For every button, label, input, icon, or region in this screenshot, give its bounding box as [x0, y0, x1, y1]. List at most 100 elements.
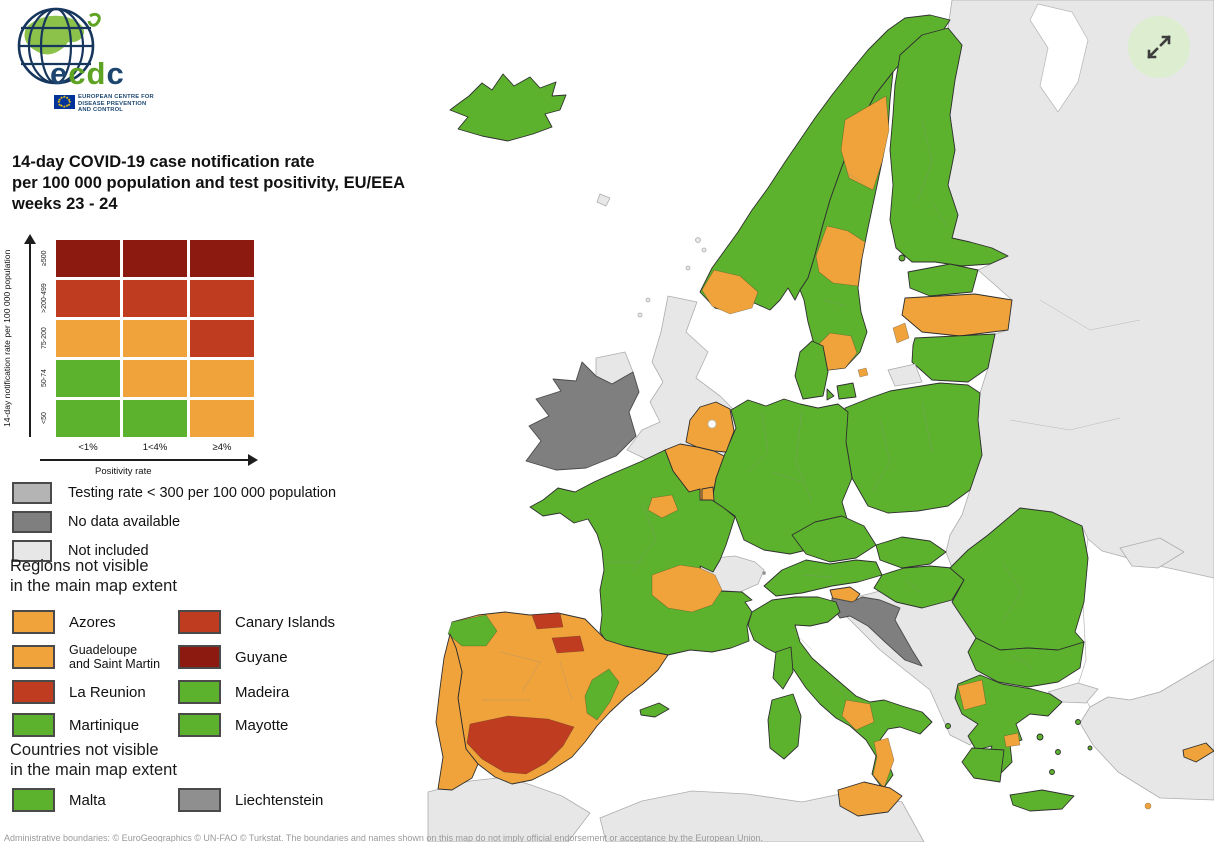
region-rhodes: [1144, 802, 1152, 810]
countries-not-visible-list: Malta Liechtenstein: [12, 788, 462, 812]
legend-label: Testing rate < 300 per 100 000 populatio…: [68, 485, 337, 501]
region-crete: [1009, 789, 1075, 812]
matrix-y-axis-label: 14-day notification rate per 100 000 pop…: [2, 249, 12, 428]
legend-item-guyane: Guyane: [178, 643, 462, 671]
matrix-cells: [56, 240, 254, 437]
status-legend: Testing rate < 300 per 100 000 populatio…: [12, 482, 336, 569]
legend-label: Martinique: [69, 716, 140, 734]
ecdc-globe-icon: [17, 7, 101, 85]
region-aland: [898, 254, 906, 262]
legend-swatch: [178, 788, 221, 812]
expand-button[interactable]: [1128, 16, 1190, 78]
region-france-ile-de-france: [647, 494, 679, 519]
matrix-row-label: >200-499: [41, 283, 48, 314]
legend-label: Canary Islands: [235, 613, 336, 631]
scottish-isles: [637, 237, 707, 318]
region-galicia: [447, 614, 498, 647]
legend-item-canary-islands: Canary Islands: [178, 610, 462, 634]
status-legend-row: No data available: [12, 511, 336, 533]
region-valencia: [584, 668, 620, 721]
countries-section-heading: Countries not visible in the main map ex…: [10, 741, 177, 779]
legend-swatch: [12, 645, 55, 669]
legend-swatch: [12, 788, 55, 812]
region-finland: [889, 27, 1009, 267]
legend-swatch: [178, 610, 221, 634]
legend-item-madeira: Madeira: [178, 680, 462, 704]
region-germany: [711, 398, 853, 555]
region-sweden-mid: [815, 225, 866, 287]
region-bulgaria: [967, 637, 1085, 688]
legend-swatch: [12, 540, 52, 562]
status-legend-row: Not included: [12, 540, 336, 562]
legend-label: Guyane: [235, 648, 288, 666]
region-north-africa-west: [427, 776, 591, 842]
region-estonia: [907, 263, 979, 297]
matrix-cell-darkred: [190, 240, 254, 277]
legend-item-guadeloupe: Guadeloupe and Saint Martin: [12, 643, 178, 671]
region-france-rhone-alpes: [651, 564, 723, 613]
region-crimea: [1119, 537, 1185, 569]
region-greece-epirus: [957, 679, 987, 711]
legend-label: No data available: [68, 514, 181, 530]
region-hungary: [873, 565, 965, 609]
white-sea: [1029, 3, 1089, 113]
matrix-row-label: <50: [41, 412, 48, 425]
region-sardinia: [767, 693, 802, 760]
region-balearic-islands: [639, 702, 670, 718]
region-cyprus: [1182, 742, 1214, 763]
legend-label: La Reunion: [69, 683, 146, 701]
eu-flag-icon: ★ ★ ★ ★ ★ ★ ★ ★ ★ ★ ★ ★: [54, 95, 75, 109]
legend-label: Liechtenstein: [235, 791, 324, 809]
ecdc-wordmark: ecdc: [50, 56, 125, 91]
region-ireland: [525, 361, 640, 471]
matrix-cell-red: [190, 280, 254, 317]
region-calabria: [872, 737, 895, 789]
legend-item-malta: Malta: [12, 788, 178, 812]
region-iceland: [449, 73, 567, 142]
matrix-row-label: 50-74: [41, 369, 48, 388]
legend-swatch: [178, 645, 221, 669]
region-gotland: [892, 322, 910, 344]
region-sweden-north: [840, 95, 890, 191]
matrix-cell-green: [56, 360, 120, 397]
map-attribution: Administrative boundaries: © EuroGeograp…: [4, 833, 763, 842]
matrix-cell-orange: [190, 400, 254, 437]
legend-item-mayotte: Mayotte: [178, 713, 462, 737]
region-corsica: [772, 646, 794, 690]
y-axis-arrow-icon: [24, 234, 36, 244]
aegean-islands: [945, 719, 1152, 810]
region-lithuania: [911, 333, 996, 383]
region-greece-attica: [1003, 732, 1021, 748]
map-title: 14-day COVID-19 case notification rate p…: [12, 153, 406, 213]
region-campania: [841, 699, 875, 731]
region-portugal: [435, 633, 479, 791]
region-la-rioja: [551, 635, 585, 654]
region-denmark-funen: [826, 388, 835, 401]
legend-label: Mayotte: [235, 716, 289, 734]
matrix-cell-green: [56, 400, 120, 437]
matrix-row-label: ≥500: [41, 250, 48, 267]
region-turkey: [1079, 659, 1214, 801]
region-cantabria: [531, 612, 564, 630]
legend-label: Malta: [69, 791, 106, 809]
matrix-cell-red: [123, 280, 187, 317]
legend-swatch: [12, 680, 55, 704]
legend-item-martinique: Martinique: [12, 713, 178, 737]
region-bornholm: [857, 367, 869, 378]
expand-arrows-icon: [1147, 35, 1171, 59]
legend-label: Madeira: [235, 683, 290, 701]
region-italy: [747, 596, 933, 790]
matrix-col-label: 1<4%: [142, 442, 168, 453]
region-latvia: [901, 293, 1013, 337]
legend-swatch: [12, 511, 52, 533]
status-legend-row: Testing rate < 300 per 100 000 populatio…: [12, 482, 336, 504]
region-croatia: [831, 596, 923, 667]
legend-label: Guadeloupe and Saint Martin: [69, 643, 161, 671]
legend-swatch: [12, 482, 52, 504]
matrix-col-labels: <1% 1<4% ≥4%: [56, 442, 254, 453]
regions-not-visible-list: Azores Canary Islands Guadeloupe and Saint …: [12, 610, 462, 737]
legend-item-la-reunion: La Reunion: [12, 680, 178, 704]
region-liechtenstein: [762, 571, 767, 576]
